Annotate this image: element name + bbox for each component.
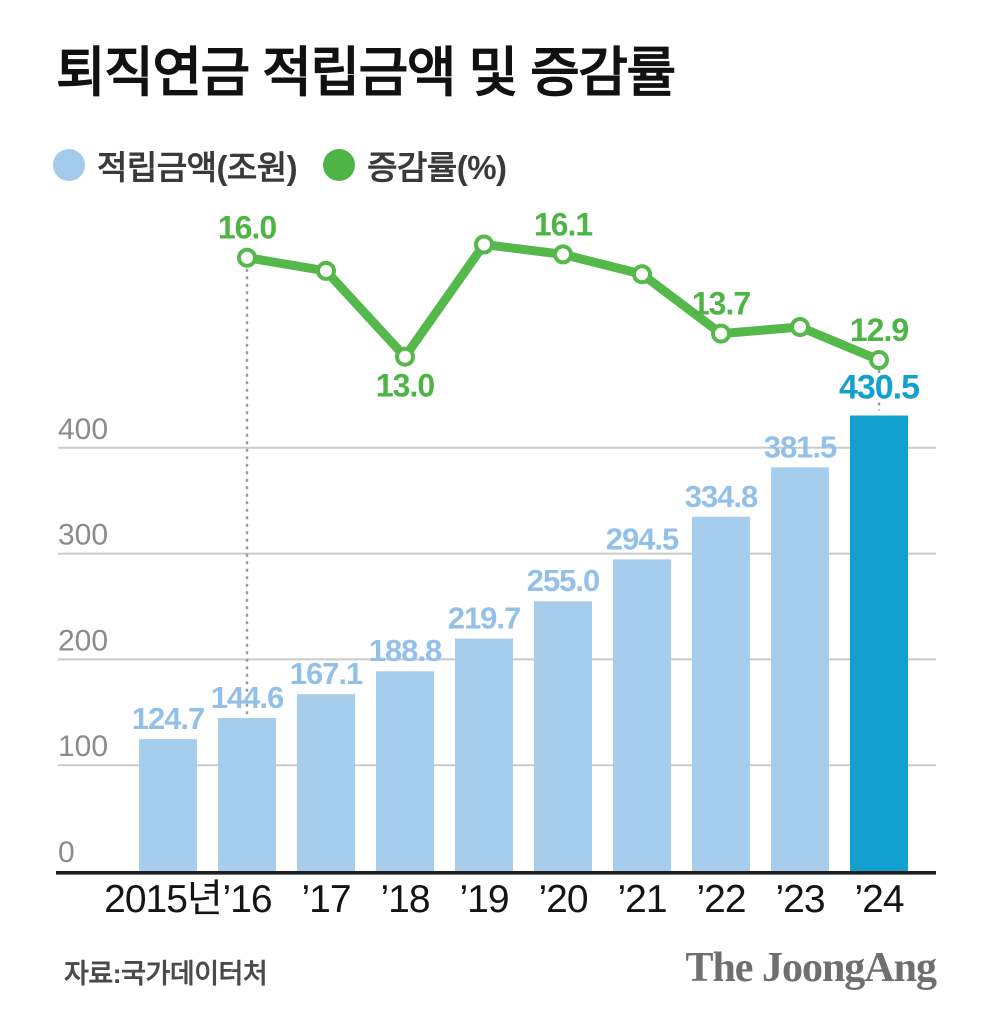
- x-axis-label: ’18: [380, 878, 429, 921]
- y-tick-label: 400: [58, 413, 108, 446]
- y-tick-label: 300: [58, 519, 108, 552]
- bar-value-label: 124.7: [132, 701, 205, 736]
- bar-value-label: 294.5: [606, 521, 679, 556]
- growth-point: [711, 323, 731, 344]
- bar-value-label: 381.5: [764, 429, 837, 464]
- x-axis-label: ’20: [538, 878, 587, 921]
- bar: [218, 718, 276, 871]
- x-axis-label: ’19: [459, 878, 508, 921]
- joongang-logo: The JoongAng: [685, 945, 937, 991]
- bar-value-label: 219.7: [448, 601, 521, 636]
- growth-value-label: 16.1: [534, 206, 592, 242]
- x-axis-label: ’23: [775, 878, 824, 921]
- y-tick-label: 0: [58, 836, 75, 869]
- page-title: 퇴직연금 적립금액 및 증감률: [56, 43, 676, 103]
- bar-value-label: 167.1: [290, 656, 363, 691]
- growth-point: [869, 350, 889, 370]
- x-axis-label: ’24: [854, 878, 903, 921]
- growth-value-label: 16.0: [218, 210, 276, 246]
- y-tick-label: 100: [58, 730, 108, 763]
- bar: [613, 559, 671, 871]
- growth-point: [237, 247, 257, 268]
- x-axis-label: ’17: [301, 878, 350, 921]
- bar: [692, 516, 750, 871]
- growth-point: [316, 260, 336, 281]
- x-axis-label: ’16: [222, 878, 271, 921]
- growth-point: [553, 244, 573, 265]
- growth-point: [790, 317, 810, 337]
- legend-label-growth: 증감률(%): [367, 149, 507, 186]
- bar: [297, 694, 355, 871]
- x-axis-label: ’22: [696, 878, 745, 921]
- legend-item-amount: 적립금액(조원): [53, 141, 298, 189]
- growth-point: [474, 234, 494, 255]
- y-tick-label: 200: [58, 624, 108, 657]
- growth-value-label: 13.0: [376, 368, 434, 404]
- growth-value-label: 13.7: [692, 286, 750, 322]
- bar: [771, 467, 829, 871]
- bar-value-label: 144.6: [211, 680, 284, 715]
- growth-point: [395, 346, 415, 367]
- bar: [455, 638, 513, 871]
- bar: [139, 739, 197, 871]
- bar: [376, 671, 434, 871]
- bar-value-label: 188.8: [369, 633, 442, 668]
- legend: 적립금액(조원) 증감률(%): [53, 141, 507, 189]
- growth-dot-icon: [323, 149, 356, 181]
- bar-value-label: 255.0: [527, 563, 600, 598]
- bar-highlight: [850, 415, 908, 871]
- growth-point: [632, 264, 652, 285]
- amount-dot-icon: [53, 149, 85, 181]
- legend-item-growth: 증감률(%): [323, 141, 507, 189]
- bar-value-label-highlight: 430.5: [839, 369, 919, 407]
- legend-label-amount: 적립금액(조원): [97, 149, 298, 186]
- source-label: 자료:국가데이터처: [64, 959, 268, 989]
- x-axis-label: 2015년: [104, 878, 222, 921]
- growth-value-label: 12.9: [850, 312, 908, 348]
- x-axis-label: ’21: [617, 878, 666, 921]
- bar: [534, 601, 592, 871]
- bar-value-label: 334.8: [685, 479, 758, 514]
